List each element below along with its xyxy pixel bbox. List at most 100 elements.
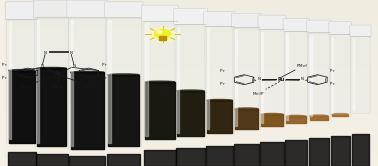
Bar: [4, 163, 378, 166]
Bar: [331, 136, 350, 166]
Bar: [4, 119, 378, 122]
Bar: [145, 23, 148, 136]
Bar: [144, 150, 176, 166]
Bar: [261, 114, 283, 126]
Bar: [4, 108, 378, 111]
Bar: [332, 37, 333, 113]
Bar: [4, 127, 378, 130]
Bar: [235, 109, 258, 129]
Bar: [4, 11, 378, 14]
Bar: [4, 105, 378, 108]
Bar: [4, 124, 378, 127]
Bar: [260, 142, 284, 166]
Bar: [287, 116, 306, 123]
Bar: [4, 86, 378, 88]
Text: -N₂: -N₂: [156, 97, 168, 106]
Bar: [4, 19, 378, 22]
Bar: [4, 8, 378, 11]
Bar: [4, 136, 378, 138]
Text: $^i$Pr: $^i$Pr: [1, 73, 8, 83]
FancyBboxPatch shape: [5, 2, 38, 20]
Bar: [4, 122, 378, 124]
FancyBboxPatch shape: [68, 16, 106, 150]
Text: $^i$Pr: $^i$Pr: [1, 60, 8, 70]
FancyBboxPatch shape: [33, 0, 70, 18]
Ellipse shape: [235, 108, 258, 110]
Bar: [4, 155, 378, 158]
FancyBboxPatch shape: [330, 33, 351, 117]
Bar: [285, 140, 307, 166]
Text: PMe$_3$: PMe$_3$: [82, 83, 95, 91]
FancyBboxPatch shape: [233, 26, 260, 130]
Text: Ru: Ru: [54, 71, 62, 76]
Bar: [4, 50, 378, 53]
Bar: [4, 161, 378, 163]
Bar: [37, 68, 67, 146]
Text: $^i$Pr: $^i$Pr: [329, 67, 336, 76]
Bar: [4, 39, 378, 42]
Bar: [4, 42, 378, 44]
Bar: [177, 91, 204, 136]
Text: Ru: Ru: [277, 77, 284, 82]
Bar: [4, 94, 378, 97]
Bar: [4, 100, 378, 102]
Bar: [332, 115, 349, 116]
Text: N: N: [301, 77, 304, 81]
FancyBboxPatch shape: [308, 31, 330, 120]
Bar: [206, 146, 233, 166]
FancyBboxPatch shape: [106, 16, 142, 147]
Bar: [352, 134, 369, 166]
Ellipse shape: [108, 74, 139, 76]
Text: $^i$Pr: $^i$Pr: [219, 80, 226, 89]
Bar: [4, 75, 378, 78]
Bar: [9, 71, 35, 143]
Ellipse shape: [9, 70, 35, 72]
Bar: [4, 55, 378, 58]
Bar: [287, 33, 288, 120]
Bar: [234, 144, 259, 166]
Bar: [8, 152, 36, 166]
Bar: [4, 33, 378, 36]
Bar: [71, 20, 73, 146]
Bar: [235, 30, 237, 126]
Text: N: N: [257, 77, 260, 81]
Bar: [108, 75, 139, 146]
Text: N: N: [41, 64, 44, 68]
Bar: [4, 83, 378, 86]
Ellipse shape: [207, 99, 232, 101]
Ellipse shape: [149, 27, 176, 42]
FancyBboxPatch shape: [175, 23, 206, 137]
Bar: [4, 69, 378, 72]
Text: Me$_3$P: Me$_3$P: [20, 83, 32, 91]
FancyBboxPatch shape: [351, 34, 370, 113]
Text: $^i$Pr: $^i$Pr: [101, 73, 108, 83]
FancyBboxPatch shape: [259, 28, 285, 127]
Bar: [177, 27, 180, 133]
Ellipse shape: [155, 30, 170, 39]
FancyBboxPatch shape: [6, 18, 37, 143]
Bar: [4, 147, 378, 149]
FancyBboxPatch shape: [204, 12, 235, 26]
Ellipse shape: [287, 115, 306, 117]
FancyBboxPatch shape: [284, 29, 308, 123]
FancyBboxPatch shape: [283, 18, 309, 31]
Bar: [159, 36, 166, 40]
Bar: [353, 38, 354, 110]
FancyBboxPatch shape: [67, 0, 107, 18]
Text: N: N: [43, 51, 46, 55]
Bar: [4, 36, 378, 39]
Ellipse shape: [310, 115, 328, 117]
Bar: [261, 32, 263, 123]
Text: Me$_3$P: Me$_3$P: [252, 90, 264, 98]
Bar: [4, 111, 378, 113]
Bar: [9, 22, 11, 139]
Bar: [4, 64, 378, 66]
Bar: [108, 20, 111, 143]
Bar: [4, 78, 378, 80]
FancyBboxPatch shape: [143, 19, 177, 140]
FancyBboxPatch shape: [205, 24, 234, 133]
Text: N: N: [72, 64, 75, 68]
Text: PMe$_3$: PMe$_3$: [52, 83, 64, 91]
FancyBboxPatch shape: [232, 13, 262, 28]
FancyBboxPatch shape: [35, 16, 69, 147]
